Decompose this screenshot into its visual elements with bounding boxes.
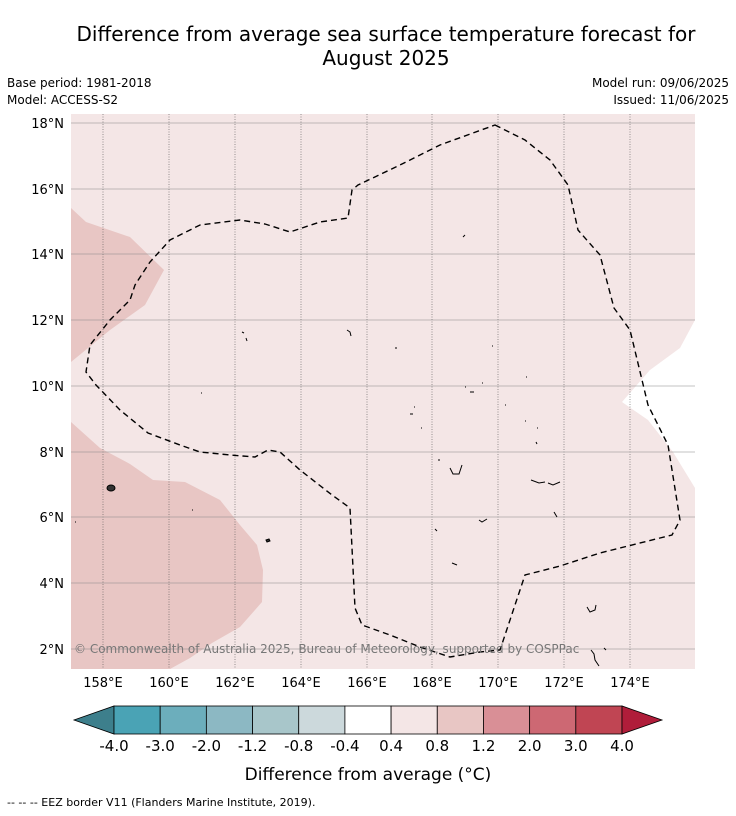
- colorbar-extend-low: [72, 705, 115, 735]
- lon-label: 166°E: [347, 676, 387, 691]
- issued-text: Issued: 11/06/2025: [613, 93, 729, 107]
- colorbar-extend-high: [621, 705, 664, 735]
- lat-label: 4°N: [40, 577, 65, 592]
- map-panel: © Commonwealth of Australia 2025, Bureau…: [71, 114, 695, 669]
- lon-labels: 158°E 160°E 162°E 164°E 166°E 168°E 170°…: [83, 676, 650, 691]
- colorbar-swatch: [205, 705, 253, 735]
- lat-label: 16°N: [31, 183, 64, 198]
- lon-label: 170°E: [478, 676, 518, 691]
- colorbar-tick-label: -0.4: [330, 737, 359, 755]
- lat-label: 18°N: [31, 117, 64, 132]
- colorbar-tick-label: 0.4: [379, 737, 403, 755]
- model-text: Model: ACCESS-S2: [7, 93, 119, 107]
- lat-label: 2°N: [40, 643, 65, 658]
- metadata-right: Model run: 09/06/2025 Issued: 11/06/2025: [592, 75, 729, 109]
- lat-label: 12°N: [31, 314, 64, 329]
- lat-label: 6°N: [40, 511, 65, 526]
- gridlines: [102, 114, 631, 669]
- map-title: Difference from average sea surface temp…: [40, 22, 732, 70]
- anomaly-field-neutral-east: [622, 320, 695, 488]
- lat-label: 10°N: [31, 380, 64, 395]
- colorbar-tick-label: -1.2: [238, 737, 267, 755]
- colorbar-tick-label: 4.0: [610, 737, 634, 755]
- lon-label: 174°E: [610, 676, 650, 691]
- anomaly-field-warm-northwest: [71, 208, 164, 362]
- colorbar-tick-label: 1.2: [472, 737, 496, 755]
- lat-labels: 18°N 16°N 14°N 12°N 10°N 8°N 6°N 4°N 2°N: [31, 117, 64, 658]
- eez-border: [85, 124, 681, 658]
- anomaly-field-warm-southwest: [71, 422, 263, 669]
- colorbar: -4.0 -3.0 -2.0 -1.2 -0.8 -0.4 0.4 0.8 1.2 2.0 3.0 4…: [72, 705, 664, 755]
- metadata-left: Base period: 1981-2018 Model: ACCESS-S2: [7, 75, 152, 109]
- colorbar-swatch: [436, 705, 484, 735]
- lon-label: 162°E: [215, 676, 255, 691]
- colorbar-tick-label: -0.8: [284, 737, 313, 755]
- eez-legend: -- -- -- EEZ border V11 (Flanders Marine…: [7, 796, 316, 809]
- colorbar-swatch: [390, 705, 438, 735]
- lon-label: 168°E: [412, 676, 452, 691]
- colorbar-label: Difference from average (°C): [245, 765, 492, 785]
- colorbar-swatch: [159, 705, 207, 735]
- lat-label: 14°N: [31, 248, 64, 263]
- colorbar-swatch: [298, 705, 346, 735]
- lon-label: 158°E: [83, 676, 123, 691]
- lat-label: 8°N: [40, 446, 65, 461]
- colorbar-tick-label: 2.0: [518, 737, 542, 755]
- lon-label: 172°E: [544, 676, 584, 691]
- copyright-text: © Commonwealth of Australia 2025, Bureau…: [74, 642, 579, 656]
- colorbar-swatch: [575, 705, 623, 735]
- lon-label: 164°E: [281, 676, 321, 691]
- colorbar-swatch: [113, 705, 161, 735]
- lon-label: 160°E: [149, 676, 189, 691]
- colorbar-tick-label: -2.0: [192, 737, 221, 755]
- colorbar-tick-label: 0.8: [425, 737, 449, 755]
- colorbar-swatch: [344, 705, 392, 735]
- islands: [75, 234, 607, 667]
- colorbar-tick-label: -3.0: [146, 737, 175, 755]
- colorbar-swatch: [483, 705, 531, 735]
- colorbar-tick-label: 3.0: [564, 737, 588, 755]
- colorbar-tick-label: -4.0: [99, 737, 128, 755]
- colorbar-swatch: [252, 705, 300, 735]
- base-period-text: Base period: 1981-2018: [7, 76, 152, 90]
- model-run-text: Model run: 09/06/2025: [591, 76, 729, 90]
- lat-gridlines: [71, 122, 695, 650]
- map-title-line-2: August 2025: [322, 46, 450, 70]
- colorbar-swatch: [529, 705, 577, 735]
- map-title-line-1: Difference from average sea surface temp…: [76, 22, 696, 46]
